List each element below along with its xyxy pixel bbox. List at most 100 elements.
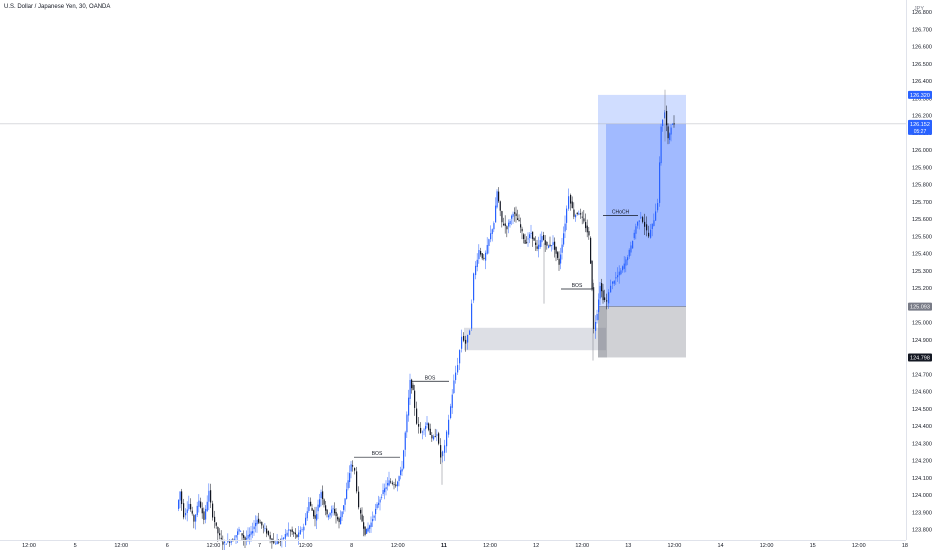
candle-down [524,239,526,244]
candle-up [375,508,377,515]
candle-up [281,538,283,540]
candle-up [578,213,580,215]
candle-up [320,492,322,499]
price-axis[interactable]: JPY 126.800 126.700 126.600 126.500 126.400 1… [912,6,932,534]
candle-up [369,525,371,529]
candle-up [490,233,492,240]
candle-down [591,260,593,290]
candle-down [536,246,538,249]
price-tick-label: 126.200 [912,114,932,120]
candle-up [400,470,402,475]
candle-up [388,480,390,486]
candle-up [205,508,207,520]
candle-down [391,482,393,484]
candle-down [266,528,268,534]
candle-down [215,522,217,526]
candle-down [429,428,431,435]
candle-down [586,225,588,233]
candle-up [453,380,455,393]
candle-up [408,397,410,416]
price-tick-label: 126.600 [912,45,932,51]
time-tick-label: 12:00 [391,543,405,549]
candle-down [191,510,193,514]
price-tick-label: 125.300 [912,269,932,275]
price-tick-label: 125.200 [912,286,932,292]
candle-up [669,133,671,141]
candle-up [298,532,300,537]
candle-down [514,212,516,214]
candle-up [179,491,181,501]
candle-up [225,543,227,545]
annotations-layer: BOS BOS BOS CHoCH [354,210,638,458]
candle-down [219,533,221,536]
candle-down [499,201,501,211]
candle-down [278,541,280,543]
candle-up [264,528,266,530]
candle-up [628,249,630,257]
candle-down [311,508,313,511]
price-tick-label: 123.900 [912,510,932,516]
time-axis[interactable]: 12:00 5 12:00 6 12:00 7 12:00 8 12:00 11 12:00 12 12… [22,543,908,549]
price-tick-label: 125.000 [912,321,932,327]
candle-down [322,491,324,499]
candle-down [501,211,503,223]
candle-down [296,534,298,537]
candle-down [214,516,216,522]
time-tick-label: 12:00 [760,543,774,549]
candle-up [450,406,452,418]
candle-down [506,226,508,230]
symbol-title[interactable]: U.S. Dollar / Japanese Yen, 30, OANDA [4,4,111,10]
candle-up [286,532,288,536]
candle-up [317,504,319,512]
candle-up [455,372,457,381]
candle-up [276,541,278,545]
candle-down [325,505,327,511]
price-tick-label: 124.500 [912,407,932,413]
structure-label: BOS [372,451,383,457]
time-tick-label: 15 [810,543,816,549]
candle-down [244,537,246,541]
candle-down [416,408,418,424]
candle-down [438,433,440,444]
candle-up [249,534,251,537]
candle-up [283,537,285,539]
candle-down [673,123,675,125]
candle-down [190,504,192,510]
candle-down [521,228,523,232]
candle-up [630,245,632,253]
candle-down [648,232,650,237]
price-tick-label: 126.000 [912,148,932,154]
candle-down [555,246,557,254]
candle-up [403,450,405,469]
candle-down [334,509,336,514]
time-tick-label: 13 [625,543,631,549]
time-tick-label: 12:00 [207,543,221,549]
candle-up [660,126,662,164]
candle-up [653,220,655,226]
candle-down [667,126,669,139]
candle-up [662,119,664,126]
candle-down [533,238,535,241]
candle-down [294,532,296,535]
candle-up [613,281,615,284]
price-tick-label: 124.400 [912,424,932,430]
loss-zone[interactable] [598,306,686,358]
candle-up [316,514,318,521]
candle-up [397,481,399,487]
price-tick-label: 124.700 [912,372,932,378]
candle-down [241,533,243,536]
candle-up [596,313,598,321]
candle-up [561,244,563,253]
candle-up [178,500,180,509]
candle-up [512,213,514,217]
candle-up [566,208,568,223]
candle-up [188,503,190,510]
candle-up [568,196,570,209]
candle-down [314,515,316,519]
candle-up [599,286,601,299]
candle-down [412,384,414,390]
demand-zone[interactable] [464,327,606,351]
candle-up [340,516,342,525]
